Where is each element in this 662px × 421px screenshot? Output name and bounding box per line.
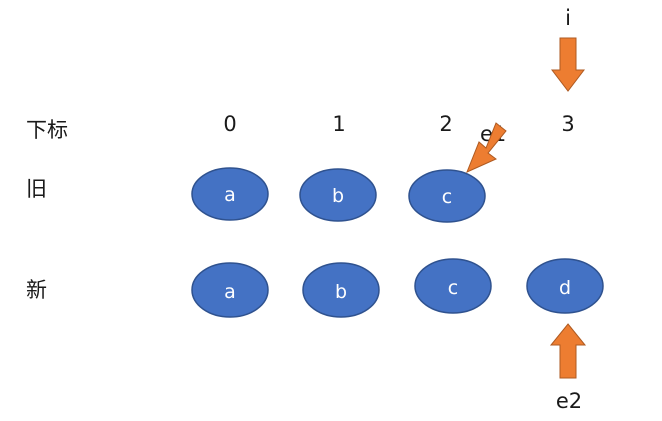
pointer-e2-label: e2	[556, 389, 582, 413]
row-label-index: 下标	[26, 118, 68, 142]
row-label-new: 新	[26, 278, 47, 302]
index-label-0: 0	[223, 112, 236, 136]
new-node-b-label: b	[335, 281, 347, 303]
new-node-b: b	[302, 262, 380, 318]
new-node-a: a	[191, 262, 269, 318]
pointer-e1-arrow-icon	[466, 122, 507, 173]
row-label-old: 旧	[26, 177, 47, 201]
old-node-c-label: c	[442, 186, 452, 208]
new-node-c-label: c	[448, 277, 458, 299]
old-node-a: a	[191, 167, 269, 221]
old-node-c: c	[408, 169, 486, 223]
new-node-c: c	[414, 258, 492, 314]
pointer-i-label: i	[565, 6, 571, 30]
index-label-3: 3	[561, 112, 574, 136]
new-node-d-label: d	[559, 277, 571, 299]
index-label-2: 2	[439, 112, 452, 136]
index-label-1: 1	[332, 112, 345, 136]
pointer-e2-arrow-icon	[549, 323, 587, 379]
new-node-a-label: a	[224, 281, 236, 303]
pointer-i-arrow-icon	[550, 37, 586, 92]
old-node-b: b	[299, 168, 377, 222]
old-node-b-label: b	[332, 185, 344, 207]
old-node-a-label: a	[224, 184, 236, 206]
new-node-d: d	[526, 258, 604, 314]
